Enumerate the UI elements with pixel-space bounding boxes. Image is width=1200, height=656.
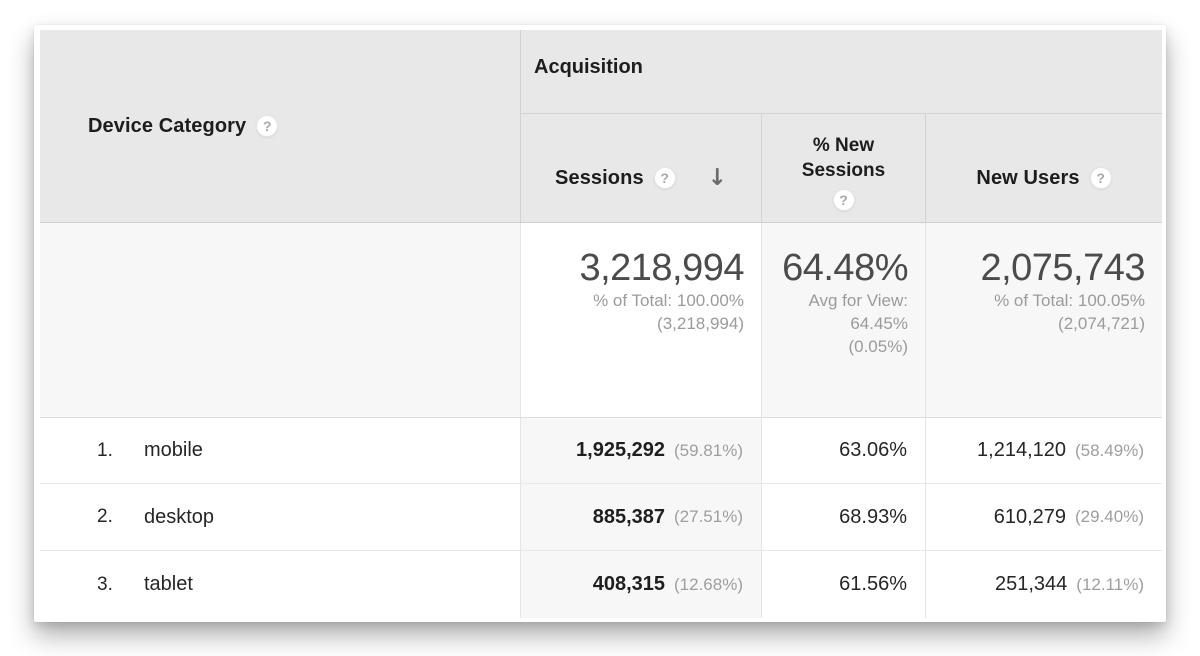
summary-new-users-value: 2,075,743 <box>980 247 1145 289</box>
mobile-new-sessions-cell: 63.06% <box>761 418 925 484</box>
summary-new-users-subline2: (2,074,721) <box>1058 314 1145 333</box>
new-users-column-header[interactable]: New Users ? <box>925 114 1162 223</box>
new-sessions-header-line2: Sessions <box>801 160 886 181</box>
table-row-mobile-label: 1. mobile <box>40 418 520 484</box>
sessions-header-label: Sessions <box>555 166 644 189</box>
new-users-value: 251,344 <box>994 573 1068 595</box>
summary-new-sessions-subline2: 64.45% <box>850 314 908 333</box>
tablet-new-users-cell: 251,344 (12.11%) <box>925 551 1162 618</box>
new-users-percent: (58.49%) <box>1075 440 1144 460</box>
desktop-new-sessions-cell: 68.93% <box>761 484 925 551</box>
row-rank: 1. <box>97 439 113 461</box>
table-row-desktop-label: 2. desktop <box>40 484 520 551</box>
help-icon[interactable]: ? <box>1089 167 1112 189</box>
summary-new-users-subline1: % of Total: 100.05% <box>994 291 1145 310</box>
new-users-header-label: New Users <box>976 166 1080 189</box>
new-users-percent: (12.11%) <box>1076 574 1144 594</box>
summary-new-sessions-value: 64.48% <box>782 247 908 289</box>
summary-new-users-cell: 2,075,743 % of Total: 100.05% (2,074,721… <box>925 223 1162 418</box>
summary-new-sessions-cell: 64.48% Avg for View: 64.45% (0.05%) <box>761 223 925 418</box>
device-category-header[interactable]: Device Category ? <box>40 30 520 223</box>
mobile-sessions-cell: 1,925,292 (59.81%) <box>520 418 761 484</box>
new-users-value: 610,279 <box>993 505 1067 528</box>
sessions-percent: (27.51%) <box>674 507 743 526</box>
sessions-value: 1,925,292 <box>576 439 666 461</box>
row-rank: 2. <box>97 506 113 527</box>
new-sessions-value: 68.93% <box>839 505 907 528</box>
new-sessions-value: 61.56% <box>839 573 907 595</box>
desktop-sessions-cell: 885,387 (27.51%) <box>520 484 761 551</box>
device-name: tablet <box>144 573 193 595</box>
new-sessions-value: 63.06% <box>839 439 907 461</box>
help-icon[interactable]: ? <box>832 189 855 211</box>
summary-new-sessions-subline1: Avg for View: <box>808 291 908 310</box>
device-category-header-label: Device Category <box>88 114 247 137</box>
summary-sessions-subline2: (3,218,994) <box>657 314 744 333</box>
help-icon[interactable]: ? <box>653 167 676 189</box>
summary-new-sessions-subline3: (0.05%) <box>848 337 908 356</box>
new-sessions-header-line1: % New <box>812 135 875 156</box>
table-row-tablet-label: 3. tablet <box>40 551 520 618</box>
row-rank: 3. <box>97 573 113 595</box>
help-icon[interactable]: ? <box>256 115 279 137</box>
analytics-table-card: Device Category ? Acquisition Sessions ?… <box>34 25 1166 622</box>
device-name: mobile <box>144 439 203 461</box>
summary-sessions-value: 3,218,994 <box>579 247 744 289</box>
acquisition-group-label: Acquisition <box>534 55 643 78</box>
tablet-new-sessions-cell: 61.56% <box>761 551 925 618</box>
summary-dimension-cell <box>40 223 520 418</box>
mobile-new-users-cell: 1,214,120 (58.49%) <box>925 418 1162 484</box>
sessions-value: 885,387 <box>592 505 666 528</box>
device-name: desktop <box>144 505 215 528</box>
sessions-percent: (12.68%) <box>674 574 743 594</box>
new-sessions-column-header[interactable]: % New Sessions ? <box>761 114 925 223</box>
summary-sessions-cell: 3,218,994 % of Total: 100.00% (3,218,994… <box>520 223 761 418</box>
sessions-column-header[interactable]: Sessions ? ↓ <box>520 114 761 223</box>
sessions-value: 408,315 <box>592 573 666 595</box>
acquisition-group-header: Acquisition <box>520 30 1162 114</box>
new-users-value: 1,214,120 <box>977 439 1067 461</box>
new-users-percent: (29.40%) <box>1075 507 1144 526</box>
device-category-table: Device Category ? Acquisition Sessions ?… <box>40 30 1162 618</box>
summary-sessions-subline1: % of Total: 100.00% <box>593 291 744 310</box>
tablet-sessions-cell: 408,315 (12.68%) <box>520 551 761 618</box>
sessions-percent: (59.81%) <box>674 440 743 460</box>
sort-descending-icon: ↓ <box>707 164 727 191</box>
desktop-new-users-cell: 610,279 (29.40%) <box>925 484 1162 551</box>
